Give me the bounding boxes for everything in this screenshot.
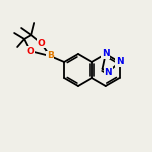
Text: N: N [102, 50, 110, 59]
Text: B: B [47, 52, 54, 60]
Text: O: O [37, 38, 45, 47]
Text: N: N [116, 57, 123, 67]
Text: O: O [26, 47, 34, 55]
Text: N: N [104, 68, 112, 77]
